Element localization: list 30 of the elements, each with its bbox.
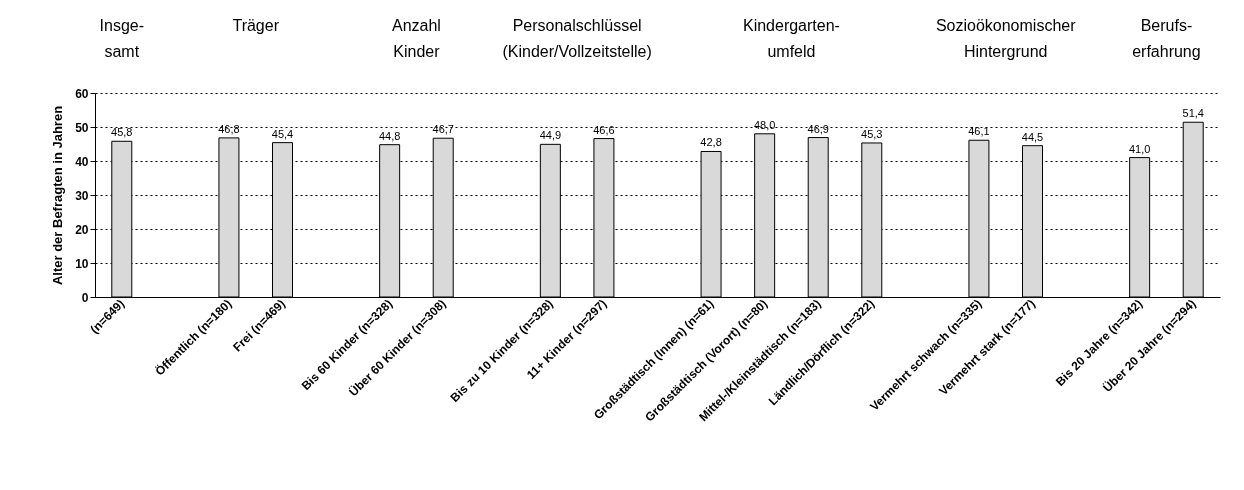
data-label: 46,8 xyxy=(218,122,240,135)
y-tick-label: 50 xyxy=(75,120,89,135)
data-label: 48,0 xyxy=(753,118,776,131)
data-label: 42,8 xyxy=(700,136,722,149)
y-tick-label: 60 xyxy=(75,86,89,101)
y-axis-title: Alter der Befragten in Jahren xyxy=(50,105,66,286)
data-label: 44,9 xyxy=(539,129,562,142)
data-label: 46,1 xyxy=(968,125,990,138)
y-tick-label: 0 xyxy=(81,290,89,305)
text: Insge- samt xyxy=(99,17,145,60)
data-label: 41,0 xyxy=(1128,142,1151,155)
y-tick-label: 20 xyxy=(75,222,89,237)
data-label: 51,4 xyxy=(1182,107,1204,120)
data-label: 46,9 xyxy=(807,122,829,135)
text: Kindergarten- umfeld xyxy=(742,17,840,60)
text: Personalschlüssel (Kinder/Vollzeitstelle) xyxy=(502,17,652,60)
y-tick-label: 30 xyxy=(75,188,89,203)
text: Berufs- erfahrung xyxy=(1132,17,1201,60)
data-label: 45,8 xyxy=(111,126,133,139)
data-label: 44,5 xyxy=(1021,130,1044,143)
y-tick-label: 10 xyxy=(75,256,89,271)
text: Sozioökonomischer Hintergrund xyxy=(935,17,1077,60)
text: Anzahl Kinder xyxy=(391,17,441,60)
y-tick-label: 40 xyxy=(75,154,89,169)
data-label: 46,7 xyxy=(432,123,454,136)
data-label: 45,3 xyxy=(861,127,883,140)
data-label: 45,4 xyxy=(271,127,294,140)
text: Träger xyxy=(232,17,280,34)
data-label: 44,8 xyxy=(378,129,401,142)
data-label: 46,6 xyxy=(593,123,615,136)
